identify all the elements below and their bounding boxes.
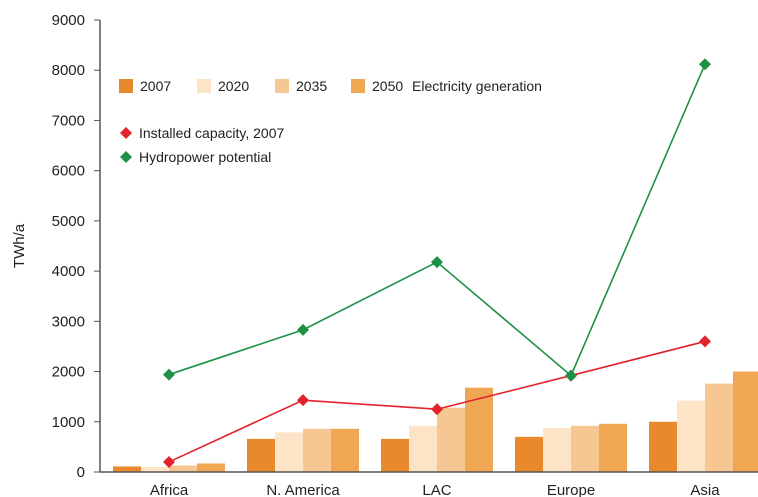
- legend-label: 2020: [218, 78, 249, 94]
- bar-2020-europe: [543, 427, 571, 472]
- legend-label: 2035: [296, 78, 327, 94]
- bar-2035-europe: [571, 425, 599, 472]
- legend-label: 2050: [372, 78, 403, 94]
- legend-group-label: Electricity generation: [412, 78, 542, 94]
- legend-swatch: [351, 79, 365, 93]
- bar-2050-africa: [197, 463, 225, 472]
- x-tick-label: Europe: [547, 482, 595, 497]
- lines-layer: [163, 58, 711, 468]
- legend-label: Installed capacity, 2007: [139, 125, 284, 141]
- bar-2007-africa: [113, 466, 141, 472]
- x-tick-label: N. America: [266, 482, 340, 497]
- line-point: [431, 256, 443, 269]
- line-point: [163, 455, 175, 468]
- bar-2050-asia: [733, 371, 758, 472]
- y-tick-label: 3000: [52, 313, 85, 330]
- legend-marker: [120, 127, 132, 139]
- bar-2020-lac: [409, 425, 437, 472]
- legend-label: 2007: [140, 78, 171, 94]
- legend-swatch: [275, 79, 289, 93]
- x-tick-label: Asia: [690, 482, 720, 497]
- bar-2035-asia: [705, 383, 733, 472]
- line-point: [163, 368, 175, 381]
- bar-2050-lac: [465, 387, 493, 472]
- bar-2007-asia: [649, 421, 677, 472]
- legend-label: Hydropower potential: [139, 149, 271, 165]
- y-axis-title: TWh/a: [11, 223, 28, 268]
- bar-2007-lac: [381, 438, 409, 472]
- bar-2050-namerica: [331, 428, 359, 472]
- legend-swatch: [197, 79, 211, 93]
- legend: 2007 2020 2035 2050 Electricity generation In…: [119, 78, 542, 165]
- y-tick-label: 6000: [52, 163, 85, 180]
- bar-2050-europe: [599, 423, 627, 472]
- line-point: [565, 369, 577, 382]
- y-ticks: 0 1000 2000 3000 4000 5000 6000 7000 8000 9000: [52, 12, 100, 481]
- bars-layer: [113, 371, 758, 472]
- line-point: [297, 394, 309, 407]
- y-tick-label: 5000: [52, 213, 85, 230]
- line-point: [297, 323, 309, 336]
- bar-2007-namerica: [247, 438, 275, 472]
- y-tick-label: 9000: [52, 12, 85, 29]
- x-tick-labels: Africa N. America LAC Europe Asia: [150, 482, 720, 497]
- bar-2020-namerica: [275, 432, 303, 472]
- line-point: [431, 403, 443, 416]
- line-point: [699, 335, 711, 348]
- y-tick-label: 1000: [52, 414, 85, 431]
- legend-marker: [120, 151, 132, 163]
- line-hydropower-potential: [168, 63, 706, 377]
- line-point: [699, 58, 711, 71]
- bar-2035-africa: [169, 465, 197, 472]
- y-tick-label: 2000: [52, 364, 85, 381]
- y-tick-label: 0: [77, 464, 85, 481]
- y-tick-label: 8000: [52, 62, 85, 79]
- axes-layer: [99, 20, 758, 473]
- bar-2020-africa: [141, 466, 169, 472]
- legend-swatch: [119, 79, 133, 93]
- bar-2007-europe: [515, 436, 543, 472]
- y-tick-label: 7000: [52, 112, 85, 129]
- bar-2035-lac: [437, 407, 465, 472]
- y-tick-label: 4000: [52, 263, 85, 280]
- x-tick-label: Africa: [150, 482, 189, 497]
- bar-2020-asia: [677, 400, 705, 472]
- x-tick-label: LAC: [422, 482, 451, 497]
- bar-2035-namerica: [303, 428, 331, 472]
